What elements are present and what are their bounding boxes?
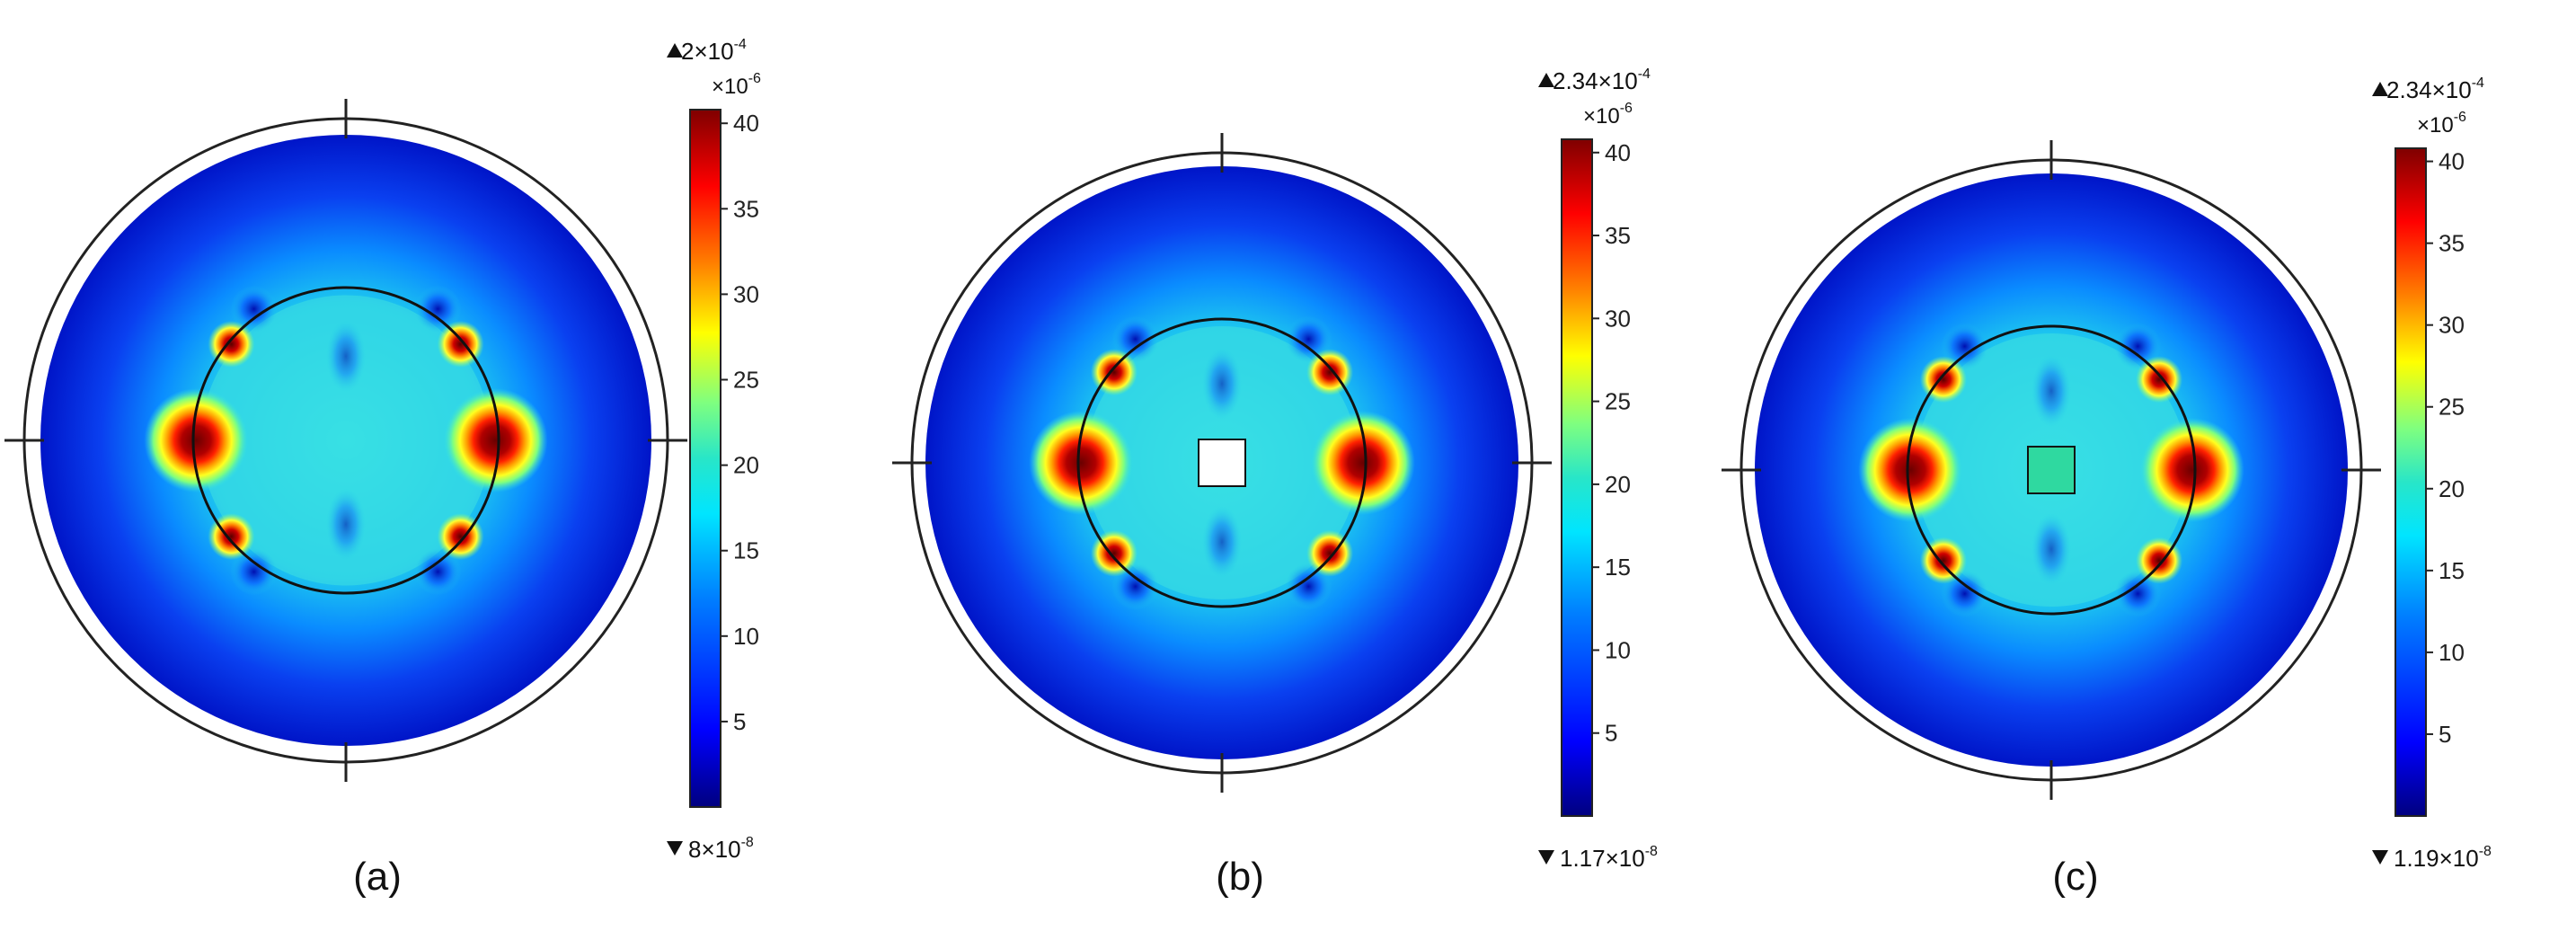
panel-caption: (c) — [2052, 855, 2098, 899]
scale-tick-label: 15 — [2439, 557, 2465, 584]
scale-tick-label: 40 — [2439, 148, 2465, 175]
cold-spot — [414, 285, 462, 333]
scale-tick-label: 30 — [733, 280, 759, 307]
panel-caption: (b) — [1216, 855, 1264, 899]
scale-min-label: 1.19×10-8 — [2394, 844, 2492, 872]
scale-tick-label: 25 — [733, 367, 759, 394]
scale-tick-label: 20 — [1605, 471, 1631, 498]
scale-tick-label: 20 — [2439, 475, 2465, 502]
cold-spot — [326, 488, 366, 561]
scale-tick-label: 35 — [1605, 222, 1631, 249]
scale-min-label: 1.17×10-8 — [1560, 844, 1658, 872]
hot-spot-large — [144, 388, 249, 492]
center-insert-square — [1198, 439, 1246, 487]
panel-c: 40 35 30 25 20 15 10 5 2.34×10-4 ×10-6 1.19×10-8 (c… — [1722, 75, 2492, 899]
color-scale-bar — [1561, 138, 1593, 817]
hot-spot-large — [1858, 418, 1963, 522]
cold-spot — [1111, 563, 1159, 610]
inner-core — [200, 295, 491, 586]
scale-tick-label: 10 — [2439, 639, 2465, 666]
inner-boundary-circle — [1076, 317, 1368, 608]
scale-max-label: 2.34×10-4 — [1553, 67, 1651, 94]
max-marker-icon — [1538, 73, 1554, 87]
scale-tick-label: 10 — [733, 623, 759, 650]
scale-tick-label: 40 — [1605, 139, 1631, 166]
scale-tick-label: 15 — [1605, 554, 1631, 581]
cold-spot — [2032, 513, 2071, 585]
scale-tick-label: 20 — [733, 452, 759, 479]
min-marker-icon — [667, 841, 683, 856]
cold-spot — [1941, 570, 1988, 617]
scale-tick-label: 35 — [2439, 230, 2465, 257]
scale-tick-label: 15 — [733, 537, 759, 564]
inner-boundary-circle — [1906, 324, 2197, 616]
cold-spot — [1111, 315, 1159, 363]
center-insert-square — [2027, 446, 2076, 494]
cold-spot — [230, 285, 278, 333]
scale-max-label: 2.34×10-4 — [2386, 75, 2484, 103]
cold-spot — [2032, 355, 2071, 427]
color-scale-bar — [689, 109, 721, 808]
hot-spot-large — [2139, 418, 2244, 522]
panel-a: 40 35 30 25 20 15 10 5 2×10-4 ×10-6 8×10-8 (a) — [4, 37, 761, 899]
scale-tick-label: 5 — [1605, 720, 1617, 747]
hot-spot-large — [1310, 411, 1415, 515]
min-marker-icon — [1538, 850, 1554, 865]
hot-spot-large — [443, 388, 548, 492]
inner-boundary-circle — [191, 286, 500, 595]
cold-spot — [2114, 323, 2162, 370]
scale-tick-label: 30 — [2439, 312, 2465, 339]
cold-spot — [1941, 323, 1988, 370]
cold-spot — [230, 548, 278, 596]
scale-unit-label: ×10-6 — [712, 71, 761, 99]
cold-spot — [1202, 506, 1242, 578]
scale-tick-label: 5 — [733, 708, 746, 735]
max-marker-icon — [667, 43, 683, 58]
scale-tick-label: 40 — [733, 110, 759, 137]
cold-spot — [1285, 315, 1332, 363]
hot-spot-large — [1029, 411, 1134, 515]
cold-spot — [326, 320, 366, 393]
panel-caption: (a) — [353, 855, 402, 899]
scale-tick-label: 35 — [733, 195, 759, 222]
scale-unit-label: ×10-6 — [1583, 101, 1633, 129]
min-marker-icon — [2372, 850, 2388, 865]
scale-tick-label: 10 — [1605, 636, 1631, 663]
scale-min-label: 8×10-8 — [688, 835, 754, 863]
scale-unit-label: ×10-6 — [2417, 110, 2466, 137]
panels-layer: 40 35 30 25 20 15 10 5 2×10-4 ×10-6 8×10-8 (a) 40 35 3… — [4, 37, 2492, 899]
cold-spot — [1285, 563, 1332, 610]
scale-tick-label: 30 — [1605, 305, 1631, 332]
max-marker-icon — [2372, 82, 2388, 96]
panel-b: 40 35 30 25 20 15 10 5 2.34×10-4 ×10-6 1.17×10-8 (b… — [892, 67, 1658, 899]
scale-tick-label: 25 — [2439, 394, 2465, 421]
cold-spot — [2114, 570, 2162, 617]
cold-spot — [414, 548, 462, 596]
scale-max-label: 2×10-4 — [681, 37, 747, 65]
scale-tick-label: 25 — [1605, 388, 1631, 415]
color-scale-bar — [2395, 147, 2427, 817]
cold-spot — [1202, 348, 1242, 420]
scale-tick-label: 5 — [2439, 721, 2451, 748]
